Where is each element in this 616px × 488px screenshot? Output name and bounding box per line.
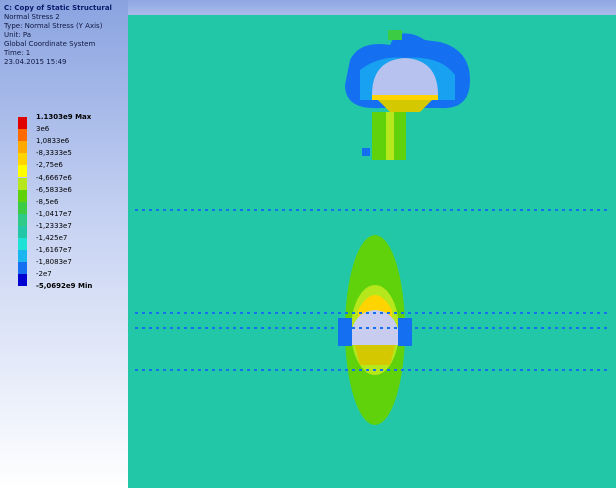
legend-label: -8,5e6 [36,197,59,206]
legend-swatch [18,129,27,142]
legend-label: -1,0417e7 [36,209,72,218]
legend-swatch [18,153,27,166]
legend-label: -2e7 [36,270,52,279]
legend-swatch [18,201,27,214]
info-line: 23.04.2015 15:49 [4,58,67,66]
top-bar [128,0,616,15]
legend-label: -1,8083e7 [36,258,72,267]
legend-swatch [18,262,27,275]
legend-label: -1,425e7 [36,234,68,242]
legend-label: -5,0692e9 Min [36,282,93,291]
legend-label: 1,0833e6 [36,137,70,146]
info-line: Unit: Pa [4,31,32,39]
legend-swatch [18,177,27,190]
info-line: Type: Normal Stress (Y Axis) [4,22,103,30]
legend-label: -1,6167e7 [36,246,72,255]
upper-feature [345,30,470,160]
legend-swatch [18,238,27,251]
legend-label: -8,3333e5 [36,149,72,158]
legend-swatch [18,213,27,226]
info-line: Global Coordinate System [4,40,96,48]
lower-feature [338,235,412,425]
legend-label: 3e6 [36,125,50,134]
legend-swatch [18,189,27,202]
legend-label: -4,6667e6 [36,173,72,182]
legend-label: -2,75e6 [36,161,63,170]
legend-swatch [18,225,27,238]
legend-swatch [18,165,27,178]
legend-swatch [18,274,27,287]
legend-label: -6,5833e6 [36,185,72,194]
result-title: C: Copy of Static Structural [4,4,112,12]
info-line: Normal Stress 2 [4,13,60,21]
legend-label: 1.1303e9 Max [36,113,92,121]
legend-swatch [18,141,27,154]
dotted-lines [135,209,610,371]
info-line: Time: 1 [4,49,31,57]
legend-swatch [18,250,27,263]
legend-label: -1,2333e7 [36,221,72,230]
legend-swatch [18,117,27,130]
